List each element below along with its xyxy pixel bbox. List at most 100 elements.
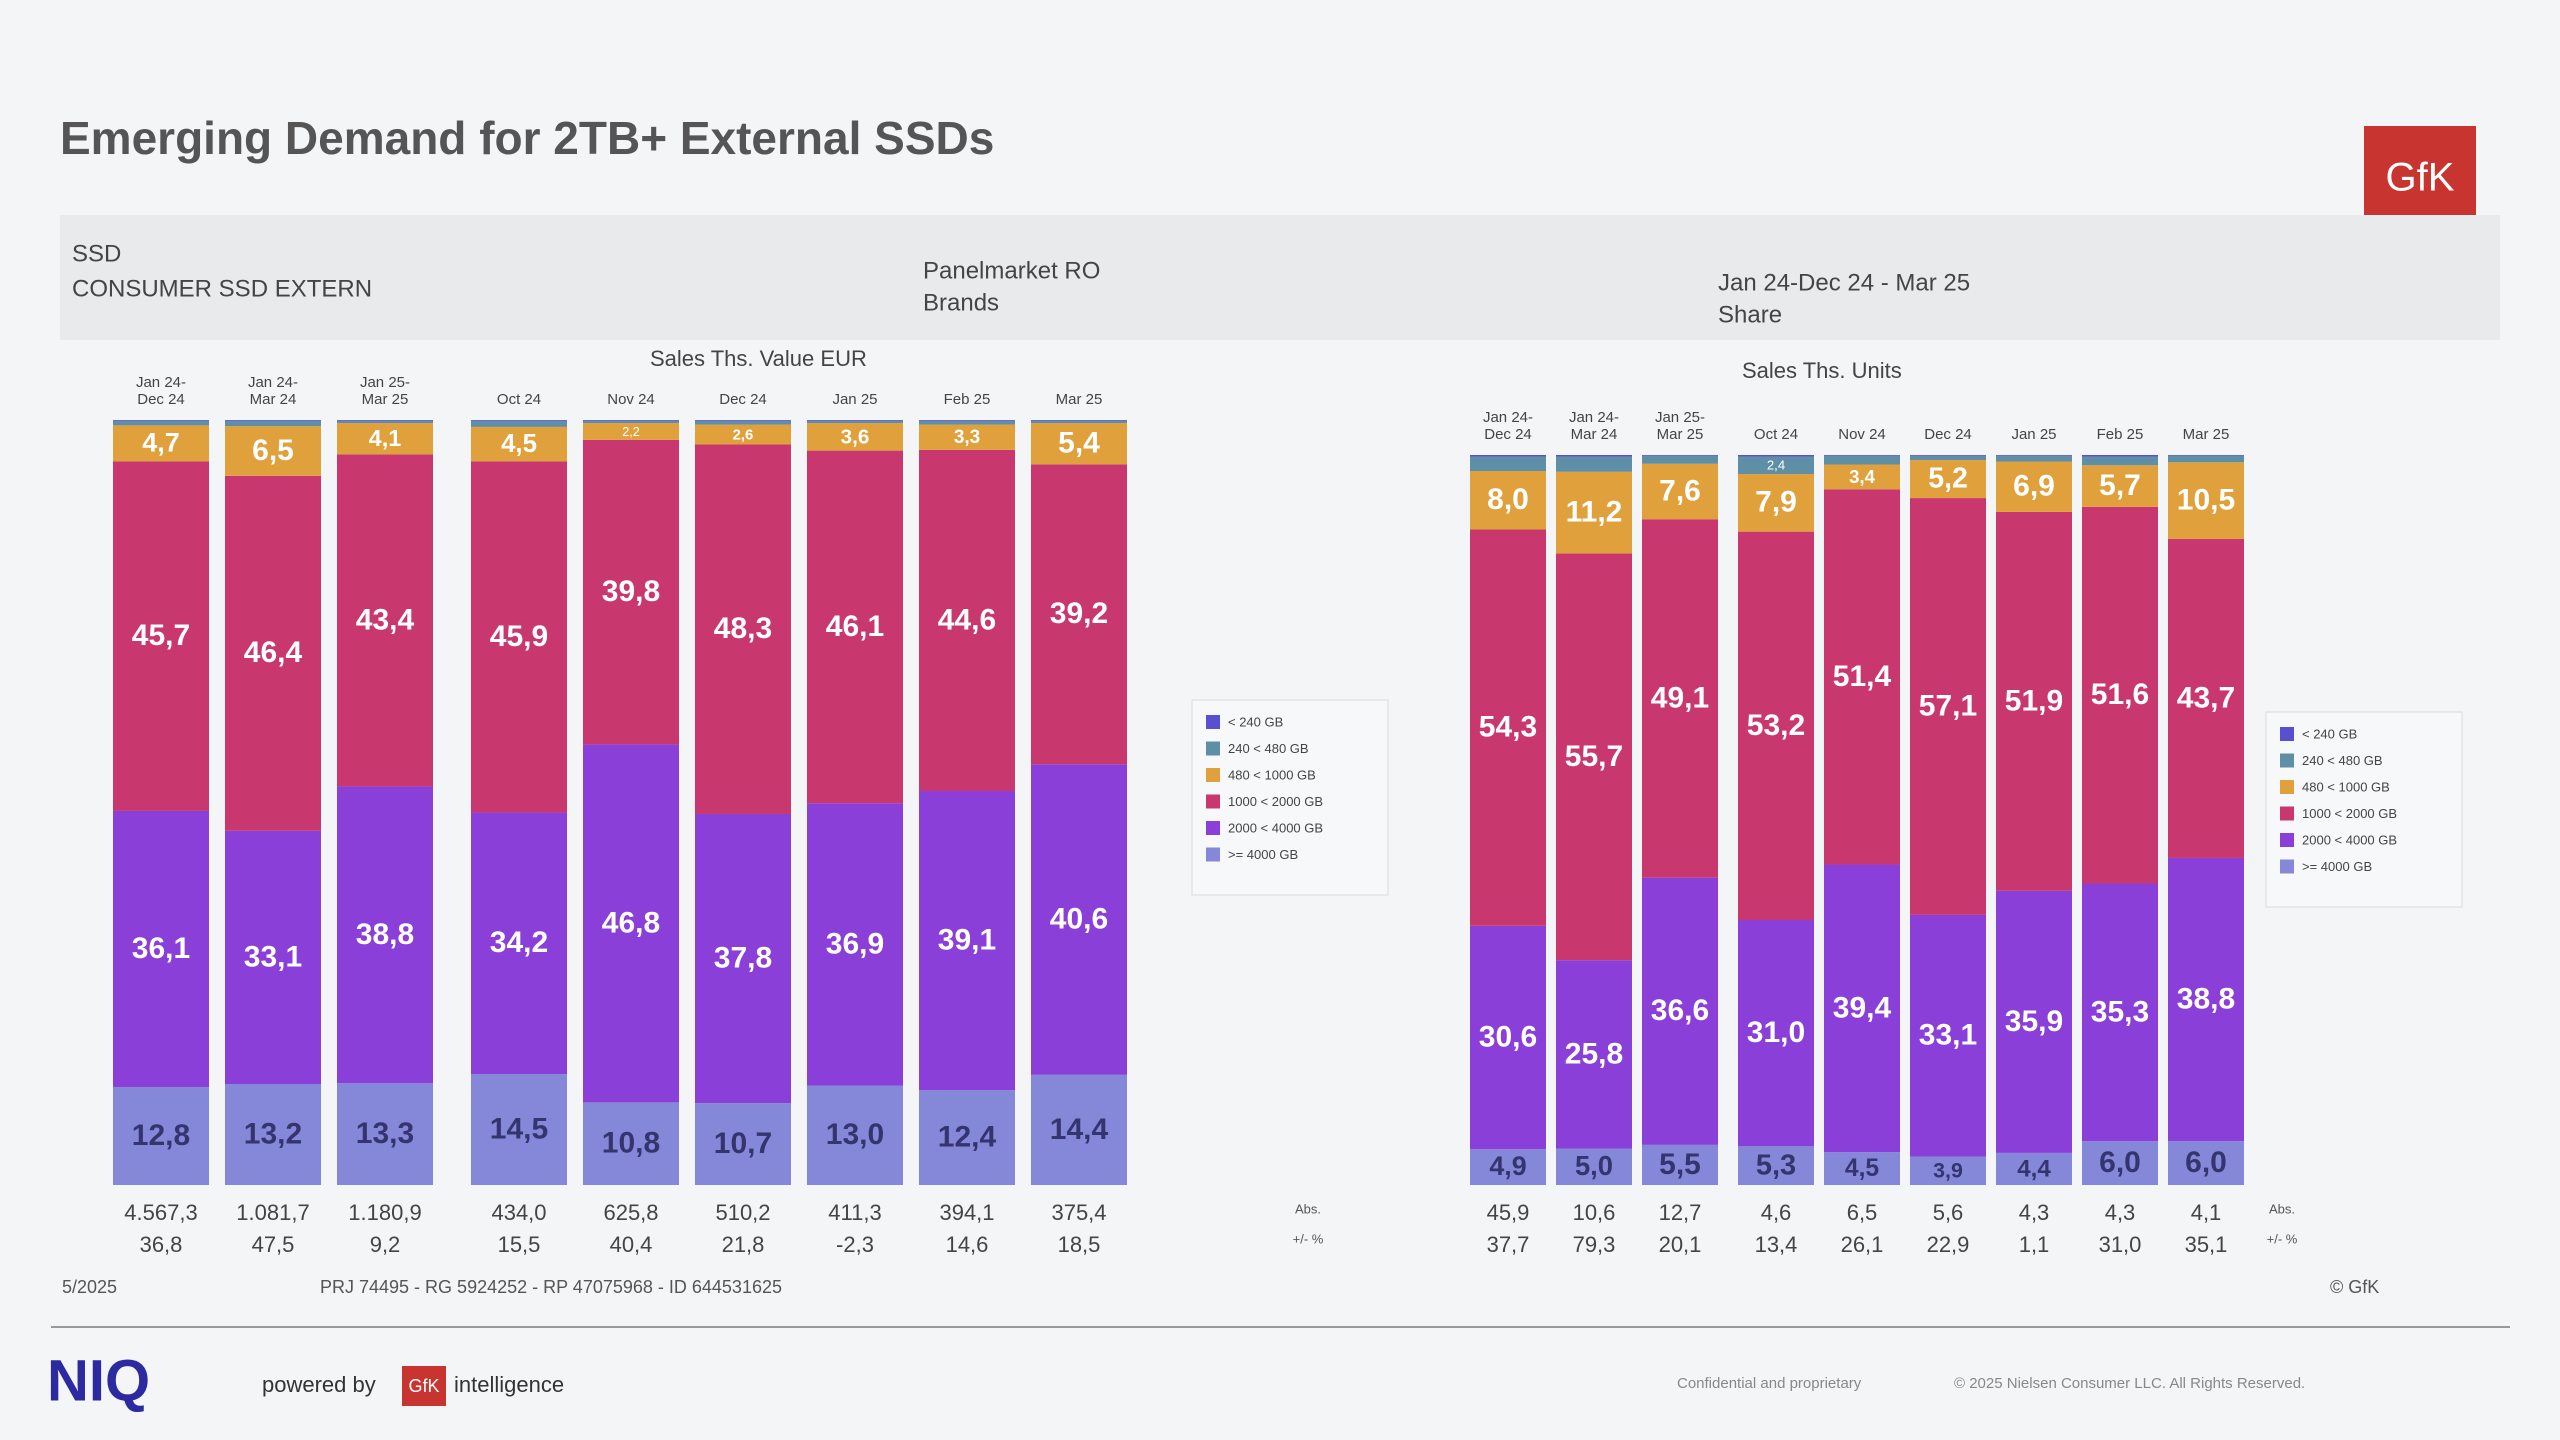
bar-segment <box>807 423 903 451</box>
legend-label: < 240 GB <box>1228 714 1283 729</box>
bar-segment <box>583 1102 679 1185</box>
bar-value-label: 49,1 <box>1651 681 1709 714</box>
bar-value-label: 14,5 <box>490 1112 548 1145</box>
legend-label: < 240 GB <box>2302 726 2357 741</box>
bar-value-label: 10,5 <box>2177 484 2235 517</box>
bar-segment <box>583 420 679 424</box>
bar-value-label: 34,2 <box>490 926 548 959</box>
bar-segment <box>1996 461 2072 512</box>
bar-segment <box>2168 455 2244 463</box>
bar-value-label: 3,9 <box>1933 1158 1963 1182</box>
chart-subtitle: Sales Ths. Value EUR <box>650 346 867 371</box>
bar-segment <box>113 425 209 462</box>
table-value: 4,6 <box>1761 1200 1792 1225</box>
bar-segment <box>1996 890 2072 1153</box>
bar-value-label: 36,9 <box>826 927 884 960</box>
bar-value-label: 11,2 <box>1566 496 1623 529</box>
bar-segment <box>1031 420 1127 424</box>
chart-subtitle: Sales Ths. Units <box>1742 358 1902 383</box>
header-period: Jan 24-Dec 24 - Mar 25 <box>1718 269 1970 296</box>
bar-segment <box>1824 1152 1900 1185</box>
x-category-label: Jan 24-Mar 24 <box>1568 409 1620 443</box>
bar-segment <box>113 420 209 426</box>
bar-segment <box>919 791 1015 1091</box>
bar-segment <box>337 454 433 787</box>
bar-value-label: 5,5 <box>1659 1148 1701 1181</box>
footer-project: PRJ 74495 - RG 5924252 - RP 47075968 - I… <box>320 1277 782 1297</box>
legend-swatch <box>2280 727 2294 741</box>
table-value: 394,1 <box>939 1200 994 1225</box>
table-value: 4,3 <box>2019 1200 2050 1225</box>
table-value: 13,4 <box>1755 1232 1798 1257</box>
table-value: 45,9 <box>1487 1200 1530 1225</box>
bar-segment <box>695 444 791 814</box>
table-value: 47,5 <box>252 1232 295 1257</box>
table-value: 12,7 <box>1659 1200 1702 1225</box>
header-measure: Share <box>1718 301 1782 328</box>
x-category-label: Mar 25 <box>1055 391 1103 408</box>
bar-value-label: 2,2 <box>622 425 640 439</box>
bar-segment <box>2168 455 2244 456</box>
bar-value-label: 40,6 <box>1050 902 1108 935</box>
bar-value-label: 13,3 <box>356 1117 414 1150</box>
bar-segment <box>1910 498 1986 915</box>
table-value: 4.567,3 <box>124 1200 197 1225</box>
bar-value-label: 6,5 <box>252 434 294 467</box>
bar-segment <box>2082 465 2158 507</box>
bar-value-label: 39,1 <box>938 924 996 957</box>
legend-label: 480 < 1000 GB <box>2302 779 2390 794</box>
legend-label: 240 < 480 GB <box>2302 753 2383 768</box>
powered-suffix: intelligence <box>454 1372 564 1397</box>
table-row-label: +/- % <box>2267 1231 2298 1246</box>
bar-segment <box>1910 455 1986 461</box>
table-value: 1.081,7 <box>236 1200 309 1225</box>
powered-by: powered by <box>262 1372 376 1397</box>
table-value: 5,6 <box>1933 1200 1964 1225</box>
table-value: 40,4 <box>610 1232 653 1257</box>
bar-segment <box>1642 463 1718 520</box>
bar-segment <box>1910 914 1986 1157</box>
bar-value-label: 25,8 <box>1565 1037 1623 1070</box>
bar-segment <box>583 423 679 440</box>
bar-value-label: 37,8 <box>714 941 772 974</box>
table-value: 4,3 <box>2105 1200 2136 1225</box>
bar-segment <box>919 420 1015 421</box>
slide-title: Emerging Demand for 2TB+ External SSDs <box>60 112 994 164</box>
x-category-label: Jan 24-Mar 24 <box>247 374 299 408</box>
bar-value-label: 39,4 <box>1833 991 1892 1024</box>
bar-segment <box>471 420 567 427</box>
footer-confidential: Confidential and proprietary <box>1677 1375 1862 1392</box>
bar-segment <box>225 475 321 831</box>
table-row-label: Abs. <box>1295 1201 1321 1216</box>
legend-swatch <box>2280 806 2294 821</box>
x-category-label: Jan 25-Mar 25 <box>359 374 411 408</box>
bar-value-label: 5,3 <box>1756 1149 1796 1181</box>
bar-value-label: 31,0 <box>1747 1016 1805 1049</box>
bar-segment <box>807 450 903 804</box>
bar-segment <box>337 1083 433 1185</box>
table-value: 6,5 <box>1847 1200 1878 1225</box>
bar-segment <box>1556 456 1632 472</box>
bar-value-label: 35,3 <box>2091 995 2149 1028</box>
bar-segment <box>1824 455 1900 456</box>
bar-value-label: 4,5 <box>501 430 537 458</box>
bar-value-label: 10,8 <box>602 1127 660 1160</box>
bar-segment <box>1910 455 1986 456</box>
table-value: 1.180,9 <box>348 1200 421 1225</box>
bar-value-label: 5,4 <box>1058 427 1100 460</box>
bar-segment <box>1824 864 1900 1153</box>
bar-segment <box>695 420 791 425</box>
table-value: 434,0 <box>491 1200 546 1225</box>
bar-value-label: 53,2 <box>1747 709 1805 742</box>
table-value: 21,8 <box>722 1232 765 1257</box>
bar-segment <box>583 744 679 1103</box>
table-value: 79,3 <box>1573 1232 1616 1257</box>
bar-segment <box>1470 471 1546 530</box>
bar-segment <box>471 420 567 421</box>
bar-segment <box>1470 455 1546 457</box>
bar-segment <box>1556 1148 1632 1185</box>
bar-value-label: 5,7 <box>2099 469 2141 502</box>
bar-value-label: 8,0 <box>1487 483 1529 516</box>
gfk-logo <box>2364 126 2476 230</box>
bar-segment <box>1642 455 1718 464</box>
